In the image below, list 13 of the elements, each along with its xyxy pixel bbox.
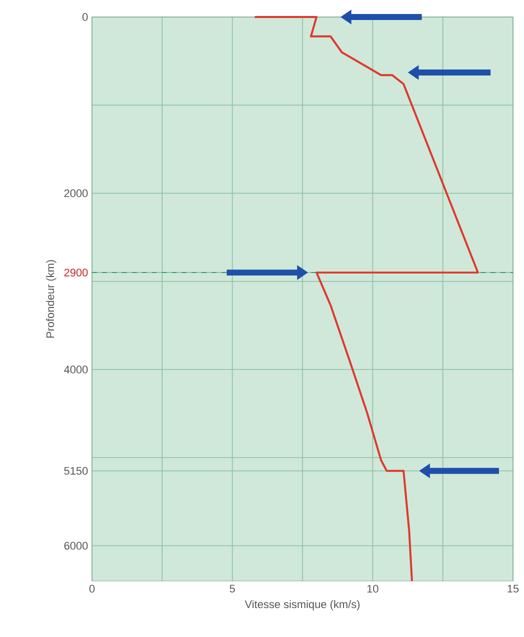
x-tick-label: 10 (367, 584, 378, 593)
y-tick-label: 6000 (64, 542, 88, 550)
y-tick-label: 4000 (64, 366, 88, 374)
line-series (254, 16, 479, 582)
y-tick-label: 5150 (64, 466, 88, 475)
y-tick-label: 2000 (64, 189, 88, 198)
x-tick-label: 15 (508, 584, 519, 592)
y-tick-label: 0 (82, 13, 88, 21)
x-axis-title: Vitesse sismique (km/s) (244, 600, 360, 610)
y-tick-label: 2900 (64, 268, 88, 276)
x-tick-label: 5 (230, 584, 235, 592)
x-tick-label: 0 (89, 584, 95, 593)
y-axis-title: Profondeur (km) (46, 260, 56, 338)
